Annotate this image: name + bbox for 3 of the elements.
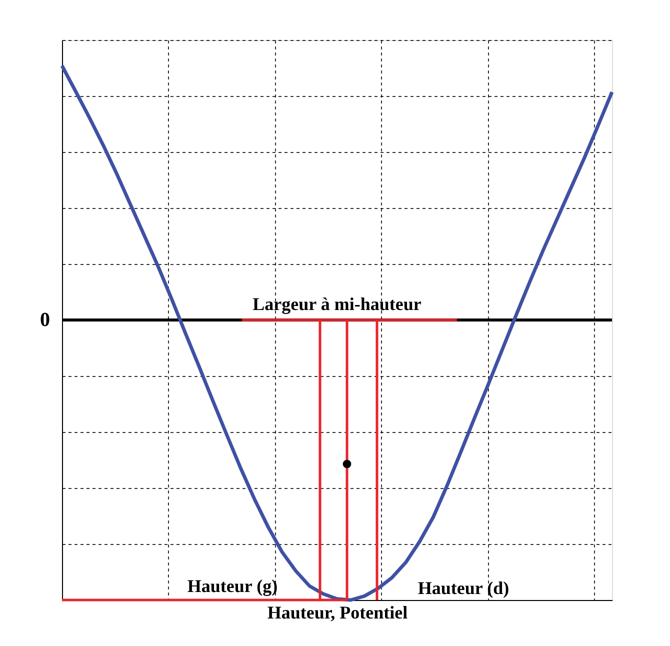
annotation: Largeur à mi-hauteur xyxy=(252,294,422,314)
text: 0 xyxy=(40,309,50,331)
x-axis-title: Hauteur, Potentiel xyxy=(267,602,408,622)
